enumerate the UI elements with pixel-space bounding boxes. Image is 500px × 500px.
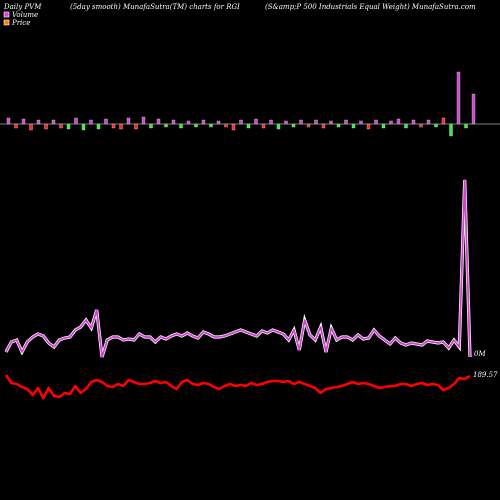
pvm-bar bbox=[51, 119, 56, 125]
series-lines bbox=[4, 179, 472, 400]
pvm-bar bbox=[329, 120, 333, 125]
pvm-bar bbox=[59, 123, 63, 129]
pvm-bar bbox=[254, 118, 258, 125]
pvm-bar bbox=[171, 119, 176, 125]
pvm-bar bbox=[411, 119, 416, 125]
pvm-bar bbox=[336, 123, 341, 128]
pvm-bar bbox=[246, 123, 251, 129]
pvm-bar bbox=[119, 123, 123, 130]
price-last-label: 189.57 bbox=[473, 371, 498, 379]
pvm-bar bbox=[299, 119, 303, 125]
pvm-bar bbox=[314, 119, 318, 125]
header-mid: (5day smooth) MunafaSutra(TM) charts for… bbox=[70, 3, 240, 11]
pvm-bar bbox=[74, 117, 78, 125]
pvm-bar bbox=[366, 123, 371, 130]
header-left: Daily PVM bbox=[3, 3, 42, 11]
pvm-bar bbox=[6, 117, 11, 125]
legend: Volume Price bbox=[3, 11, 38, 27]
pvm-bar bbox=[344, 119, 348, 125]
legend-price-swatch bbox=[3, 19, 10, 26]
legend-volume-swatch bbox=[3, 11, 10, 18]
pvm-bar bbox=[134, 123, 138, 130]
pvm-bar bbox=[434, 123, 438, 128]
pvm-bar bbox=[21, 118, 26, 125]
legend-price-label: Price bbox=[11, 19, 30, 27]
pvm-bar bbox=[156, 118, 161, 125]
pvm-bars bbox=[6, 71, 476, 137]
pvm-bar bbox=[66, 123, 71, 130]
pvm-bar bbox=[201, 119, 206, 125]
pvm-bar bbox=[389, 120, 393, 125]
header-right: (S&amp;P 500 Industrials Equal Weight) M… bbox=[265, 3, 476, 11]
pvm-bar bbox=[269, 119, 273, 125]
pvm-bar bbox=[381, 123, 386, 129]
pvm-bar bbox=[194, 123, 198, 128]
pvm-bar bbox=[306, 123, 311, 128]
pvm-bar bbox=[351, 123, 356, 129]
pvm-bar bbox=[261, 123, 266, 129]
pvm-bar bbox=[141, 116, 146, 125]
pvm-bar bbox=[404, 123, 408, 129]
pvm-bar bbox=[359, 120, 363, 125]
pvm-bar bbox=[449, 123, 453, 137]
pvm-bar bbox=[456, 71, 461, 125]
pvm-bar bbox=[426, 119, 431, 125]
pvm-bar bbox=[126, 117, 131, 125]
pvm-bar bbox=[464, 123, 468, 129]
pvm-bar bbox=[81, 123, 86, 131]
pvm-bar bbox=[374, 119, 378, 125]
pvm-bar bbox=[149, 123, 153, 129]
pvm-bar bbox=[96, 123, 101, 130]
pvm-bar bbox=[419, 123, 423, 128]
pvm-bar bbox=[216, 120, 221, 125]
pvm-bar bbox=[36, 119, 41, 125]
pvm-bar bbox=[224, 123, 228, 128]
pvm-bar bbox=[209, 123, 213, 128]
pvm-bar bbox=[111, 123, 116, 129]
pvm-bar bbox=[396, 118, 401, 125]
pvm-bar bbox=[104, 118, 108, 125]
pvm-bar bbox=[284, 120, 288, 125]
pvm-bar bbox=[321, 123, 326, 129]
pvm-bar bbox=[29, 123, 33, 131]
pvm-bar bbox=[44, 123, 48, 130]
pvm-bar bbox=[89, 119, 93, 125]
legend-volume-label: Volume bbox=[12, 11, 38, 19]
pvm-bar bbox=[239, 119, 243, 125]
pvm-bar bbox=[291, 123, 296, 128]
pvm-bar bbox=[14, 123, 18, 129]
volume-last-label: 0M bbox=[474, 350, 486, 358]
pvm-bar bbox=[441, 117, 446, 125]
pvm-bar bbox=[186, 120, 191, 125]
price-line bbox=[4, 374, 471, 400]
volume-line bbox=[5, 179, 471, 358]
pvm-bar bbox=[164, 123, 168, 128]
pvm-bar bbox=[276, 123, 281, 130]
pvm-bar bbox=[471, 93, 476, 125]
pvm-bar bbox=[179, 123, 183, 129]
pvm-bar bbox=[231, 123, 236, 131]
